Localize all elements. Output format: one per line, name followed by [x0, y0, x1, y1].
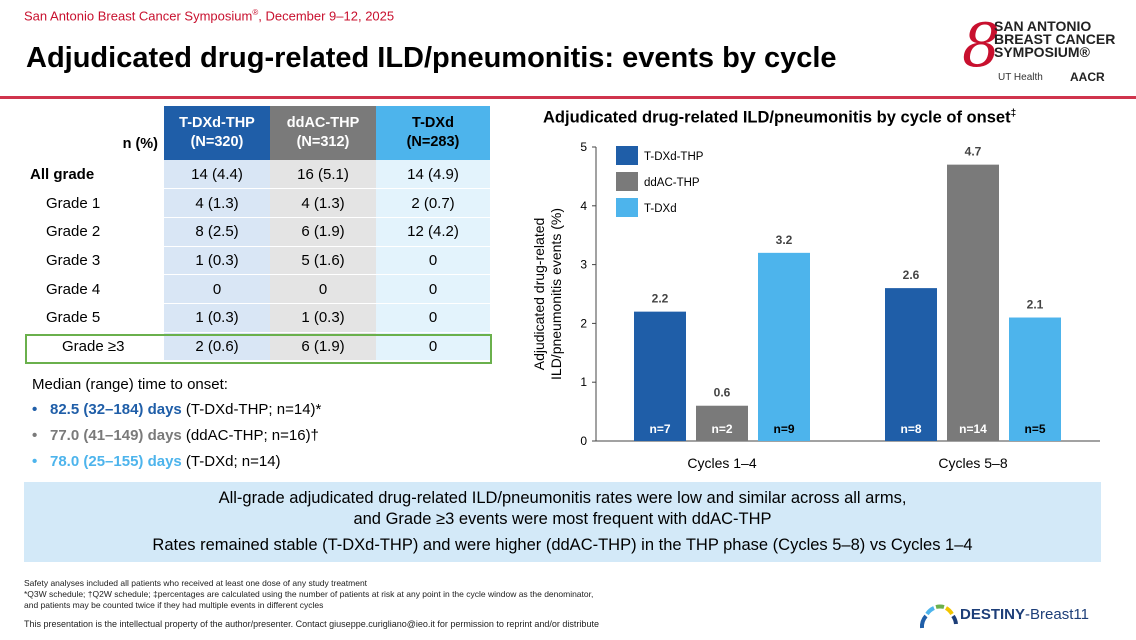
- median-onset-list: Median (range) time to onset: • 82.5 (32–…: [32, 376, 321, 479]
- destiny-breast11-logo: DESTINY-Breast11: [918, 598, 1118, 630]
- bar-value-label: 4.7: [965, 145, 982, 159]
- list-item: • 77.0 (41–149) days (ddAC-THP; n=16)†: [32, 427, 319, 444]
- legend-swatch: [616, 172, 638, 191]
- bar-n-label: n=8: [900, 422, 921, 436]
- chart-title: Adjudicated drug-related ILD/pneumonitis…: [543, 108, 1017, 127]
- bar-value-label: 2.2: [652, 292, 669, 306]
- table-row: Grade 4 0 0 0: [24, 274, 490, 304]
- median-heading: Median (range) time to onset:: [32, 376, 228, 393]
- y-tick-label: 5: [580, 140, 587, 154]
- sabcs-ribbon-icon: 8: [962, 11, 1001, 81]
- bar-n-label: n=5: [1024, 422, 1045, 436]
- bar-value-label: 2.6: [903, 268, 920, 282]
- legend-label: T-DXd-THP: [644, 151, 704, 163]
- bar-n-label: n=9: [773, 422, 794, 436]
- bar-n-label: n=2: [711, 422, 732, 436]
- list-item: • 82.5 (32–184) days (T-DXd-THP; n=14)*: [32, 401, 322, 418]
- summary-line: Rates remained stable (T-DXd-THP) and we…: [152, 536, 973, 554]
- sabcs-logo-text: SAN ANTONIO BREAST CANCER SYMPOSIUM®: [994, 18, 1116, 60]
- bar-t-dxd-thp: [885, 288, 937, 441]
- bar-value-label: 3.2: [776, 233, 793, 247]
- page-title: Adjudicated drug-related ILD/pneumonitis…: [26, 42, 837, 74]
- y-tick-label: 2: [580, 316, 587, 330]
- y-tick-label: 0: [580, 434, 587, 448]
- summary-box: All-grade adjudicated drug-related ILD/p…: [24, 482, 1101, 562]
- legend-swatch: [616, 146, 638, 165]
- y-axis-label: Adjudicated drug-relatedILD/pneumonitis …: [531, 208, 564, 380]
- sabcs-logo: 8 SAN ANTONIO BREAST CANCER SYMPOSIUM® U…: [962, 14, 1132, 96]
- ut-health-logo: UT Health: [998, 72, 1043, 83]
- copyright-notice: This presentation is the intellectual pr…: [24, 619, 599, 629]
- title-divider: [0, 96, 1136, 99]
- footnote: and patients may be counted twice if the…: [24, 600, 324, 610]
- bar-ddac-thp: [696, 405, 748, 441]
- bar-value-label: 2.1: [1027, 298, 1044, 312]
- table-row: Grade 2 8 (2.5) 6 (1.9) 12 (4.2): [24, 217, 490, 247]
- x-category-label: Cycles 1–4: [687, 455, 756, 471]
- bar-n-label: n=14: [959, 422, 987, 436]
- y-tick-label: 3: [580, 258, 587, 272]
- ild-events-table: n (%) T-DXd-THP (N=320) ddAC-THP (N=312) T…: [24, 106, 490, 362]
- footnote: *Q3W schedule; †Q2W schedule; ‡percentag…: [24, 589, 594, 599]
- table-row: Grade 3 1 (0.3) 5 (1.6) 0: [24, 246, 490, 276]
- destiny-arc-icon: [919, 604, 958, 629]
- x-category-label: Cycles 5–8: [938, 455, 1007, 471]
- table-row: All grade 14 (4.4) 16 (5.1) 14 (4.9): [24, 160, 490, 190]
- bar-ddac-thp: [947, 164, 999, 441]
- y-tick-label: 4: [580, 199, 587, 213]
- col-header-tdxd: T-DXd (N=283): [376, 106, 490, 160]
- table-row-grade3plus: Grade ≥3 2 (0.6) 6 (1.9) 0: [24, 332, 490, 362]
- ild-by-cycle-chart: 0 1 2 3 4 5 Adjudicated drug-relatedILD/pneumo…: [531, 140, 1100, 471]
- bar-value-label: 0.6: [714, 386, 731, 400]
- y-tick-label: 1: [580, 375, 587, 389]
- table-corner: n (%): [24, 106, 164, 160]
- bar-t-dxd-thp: [634, 311, 686, 441]
- bar-t-dxd: [1009, 317, 1061, 441]
- legend-label: ddAC-THP: [644, 177, 700, 189]
- summary-line: and Grade ≥3 events were most frequent w…: [353, 510, 772, 528]
- bar-n-label: n=7: [649, 422, 670, 436]
- summary-line: All-grade adjudicated drug-related ILD/p…: [218, 489, 907, 507]
- legend-swatch: [616, 198, 638, 217]
- col-header-ddac-thp: ddAC-THP (N=312): [270, 106, 376, 160]
- col-header-tdxd-thp: T-DXd-THP (N=320): [164, 106, 270, 160]
- footnote: Safety analyses included all patients wh…: [24, 578, 368, 588]
- aacr-logo: AACR: [1070, 70, 1105, 84]
- list-item: • 78.0 (25–155) days (T-DXd; n=14): [32, 453, 281, 470]
- bar-t-dxd: [758, 252, 810, 441]
- table-row: Grade 1 4 (1.3) 4 (1.3) 2 (0.7): [24, 188, 490, 218]
- table-row: Grade 5 1 (0.3) 1 (0.3) 0: [24, 303, 490, 333]
- legend-label: T-DXd: [644, 203, 677, 215]
- conference-banner: San Antonio Breast Cancer Symposium®, De…: [24, 8, 395, 24]
